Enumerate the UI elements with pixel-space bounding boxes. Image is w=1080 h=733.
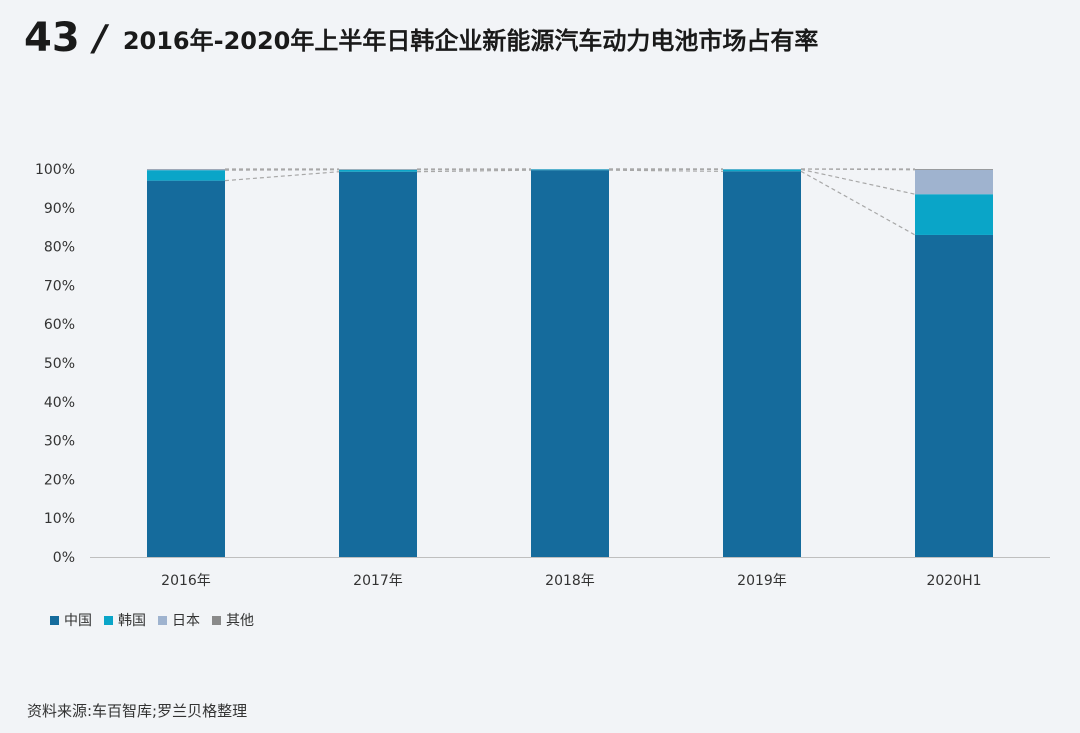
- stacked-bar-chart: 0%10%20%30%40%50%60%70%80%90%100% 2016年 2…: [35, 162, 1050, 589]
- connector-line: [800, 168, 916, 195]
- y-tick-label: 0%: [53, 550, 75, 566]
- page-title: 2016年-2020年上半年日韩企业新能源汽车动力电池市场占有率: [122, 26, 819, 55]
- bar-segment-中国: [723, 171, 801, 557]
- legend-swatch: [212, 615, 221, 625]
- bar-segment-日本: [915, 169, 993, 195]
- connector-lines: [224, 168, 916, 236]
- bar-segment-其他: [915, 169, 993, 170]
- y-tick-label: 90%: [44, 201, 75, 217]
- legend: 中国 韩国 日本 其他: [50, 610, 266, 630]
- y-tick-label: 100%: [35, 162, 75, 178]
- y-tick-label: 20%: [44, 472, 75, 488]
- x-tick-label: 2019年: [737, 573, 787, 589]
- y-tick-label: 30%: [44, 434, 75, 450]
- bar-segment-韩国: [723, 169, 801, 172]
- y-tick-label: 10%: [44, 511, 75, 527]
- legend-swatch: [104, 615, 113, 625]
- legend-item: 韩国: [104, 610, 146, 630]
- y-tick-label: 70%: [44, 278, 75, 294]
- legend-label: 中国: [64, 613, 92, 629]
- legend-item: 日本: [158, 610, 200, 630]
- bar-segment-韩国: [915, 194, 993, 235]
- bar-segment-中国: [339, 171, 417, 557]
- bar-segment-日本: [147, 169, 225, 171]
- y-tick-label: 40%: [44, 395, 75, 411]
- bars: [147, 169, 993, 557]
- legend-swatch: [158, 615, 167, 625]
- bar-segment-韩国: [147, 170, 225, 181]
- x-tick-label: 2017年: [353, 573, 403, 589]
- x-tick-label: 2018年: [545, 573, 595, 589]
- title-separator: /: [93, 17, 107, 59]
- x-axis: 2016年 2017年 2018年 2019年 2020H1: [90, 557, 1050, 589]
- legend-swatch: [50, 615, 59, 625]
- legend-item: 中国: [50, 610, 92, 630]
- connector-line: [800, 170, 916, 236]
- legend-label: 日本: [172, 613, 200, 629]
- bar-segment-中国: [147, 180, 225, 557]
- y-axis: 0% 10% 20% 30% 40% 50% 60% 70% 80% 90% 100%: [35, 162, 75, 566]
- page-number: 43: [24, 15, 80, 61]
- legend-label: 其他: [226, 613, 254, 629]
- legend-item: 其他: [212, 610, 254, 630]
- x-tick-label: 2020H1: [926, 573, 981, 589]
- header: 43 / 2016年-2020年上半年日韩企业新能源汽车动力电池市场占有率: [24, 10, 818, 66]
- bar-segment-中国: [531, 170, 609, 557]
- connector-line: [224, 171, 340, 182]
- connector-line: [416, 169, 532, 173]
- legend-label: 韩国: [118, 613, 146, 629]
- bar-segment-中国: [915, 234, 993, 557]
- y-tick-label: 60%: [44, 317, 75, 333]
- y-tick-label: 50%: [44, 356, 75, 372]
- x-tick-label: 2016年: [161, 573, 211, 589]
- bar-segment-韩国: [339, 169, 417, 172]
- y-tick-label: 80%: [44, 240, 75, 256]
- bar-segment-韩国: [531, 169, 609, 171]
- source-note: 资料来源:车百智库;罗兰贝格整理: [27, 702, 248, 720]
- connector-line: [608, 169, 724, 172]
